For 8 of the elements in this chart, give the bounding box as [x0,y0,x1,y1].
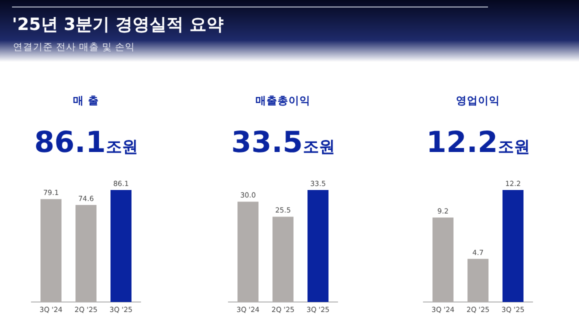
text: '25년 3분기 경영실적 요약 [12,15,224,35]
chart-subtitle: 33.5조원 [231,125,335,159]
chart-subtitle: 86.1조원 [34,125,138,159]
chart-title: 매 출 [73,95,99,107]
chart-title: 매출총이익 [256,95,310,107]
text: 연결기준 전사 매출 및 손익 [13,42,136,53]
chart-title: 영업이익 [456,95,500,107]
chart-subtitle: 12.2조원 [426,125,530,159]
